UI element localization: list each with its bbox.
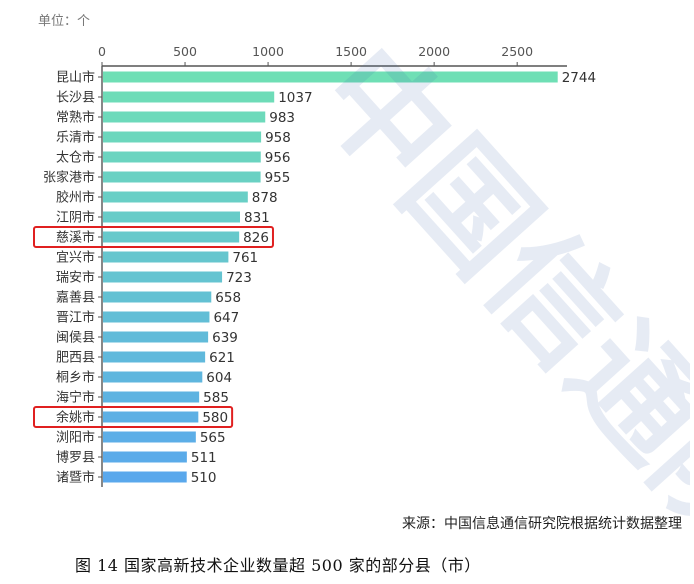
bar-value-label: 510 — [191, 470, 217, 486]
bar-value-label: 658 — [215, 290, 241, 306]
bar — [103, 91, 275, 103]
y-category-label: 嘉善县 — [56, 290, 95, 306]
bar-value-label: 2744 — [562, 70, 596, 86]
y-category-label: 太仓市 — [56, 150, 95, 166]
y-category-label: 慈溪市 — [56, 230, 95, 246]
bar — [103, 411, 199, 423]
x-tick-label: 0 — [98, 44, 106, 59]
y-category-label: 常熟市 — [56, 110, 95, 126]
y-category-label: 海宁市 — [56, 390, 95, 406]
x-tick-label: 2500 — [501, 44, 533, 59]
bar — [103, 131, 262, 143]
bar — [103, 431, 196, 443]
bar — [103, 111, 266, 123]
y-category-label: 诸暨市 — [56, 470, 95, 486]
y-category-label: 长沙县 — [56, 91, 95, 106]
x-tick-label: 500 — [173, 44, 197, 59]
x-tick-label: 1000 — [252, 44, 284, 59]
bar — [103, 211, 241, 223]
bar — [103, 171, 261, 183]
bar — [103, 371, 203, 383]
bar — [103, 251, 229, 263]
bar — [103, 471, 187, 483]
bar — [103, 291, 212, 303]
bar-value-label: 639 — [212, 330, 238, 346]
y-category-label: 桐乡市 — [56, 370, 95, 386]
bar-value-label: 958 — [265, 130, 291, 146]
bar-value-label: 761 — [232, 250, 258, 266]
highlight-box — [33, 226, 274, 248]
bar — [103, 151, 261, 163]
figure-caption: 图 14 国家高新技术企业数量超 500 家的部分县（市） — [75, 556, 481, 575]
y-category-label: 宜兴市 — [56, 250, 95, 266]
y-category-label: 胶州市 — [56, 190, 95, 206]
bar — [103, 271, 223, 283]
bar-value-label: 511 — [191, 450, 217, 466]
y-category-label: 乐清市 — [56, 130, 95, 146]
highlight-box — [33, 406, 234, 428]
bar — [103, 351, 206, 363]
bar-value-label: 826 — [243, 230, 269, 246]
bar-value-label: 604 — [206, 370, 232, 386]
bar-value-label: 878 — [252, 190, 278, 206]
bar-value-label: 1037 — [278, 90, 312, 106]
bar-value-label: 831 — [244, 210, 270, 226]
unit-label: 单位：个 — [38, 14, 91, 29]
bar — [103, 191, 248, 203]
y-category-label: 浏阳市 — [56, 430, 95, 446]
bar-value-label: 647 — [213, 310, 239, 326]
bar-value-label: 983 — [269, 110, 295, 126]
bar — [103, 391, 200, 403]
source-note: 来源：中国信息通信研究院根据统计数据整理 — [402, 516, 682, 532]
bar — [103, 231, 240, 243]
bar-value-label: 723 — [226, 270, 252, 286]
bar-chart: 0 500 1000 1500 2000 2500 昆山市 2744 长沙县 1037 常熟市 983… — [33, 44, 596, 487]
bar — [103, 311, 210, 323]
bar-value-label: 956 — [265, 150, 291, 166]
x-tick-label: 2000 — [418, 44, 450, 59]
bar-value-label: 621 — [209, 350, 235, 366]
y-category-label: 昆山市 — [56, 70, 95, 86]
y-category-label: 肥西县 — [56, 351, 95, 366]
y-category-label: 博罗县 — [56, 451, 95, 466]
y-category-label: 余姚市 — [56, 410, 95, 426]
bar — [103, 331, 209, 343]
bar-value-label: 580 — [202, 410, 228, 426]
x-tick-label: 1500 — [335, 44, 367, 59]
y-category-label: 瑞安市 — [56, 270, 95, 286]
bar — [103, 71, 558, 83]
bar — [103, 451, 187, 463]
y-category-label: 江阴市 — [56, 210, 95, 226]
y-category-label: 张家港市 — [43, 170, 95, 186]
bar-value-label: 955 — [265, 170, 291, 186]
y-category-label: 晋江市 — [56, 310, 95, 326]
y-category-label: 闽侯县 — [56, 331, 95, 346]
bar-value-label: 565 — [200, 430, 226, 446]
bar-value-label: 585 — [203, 390, 229, 406]
